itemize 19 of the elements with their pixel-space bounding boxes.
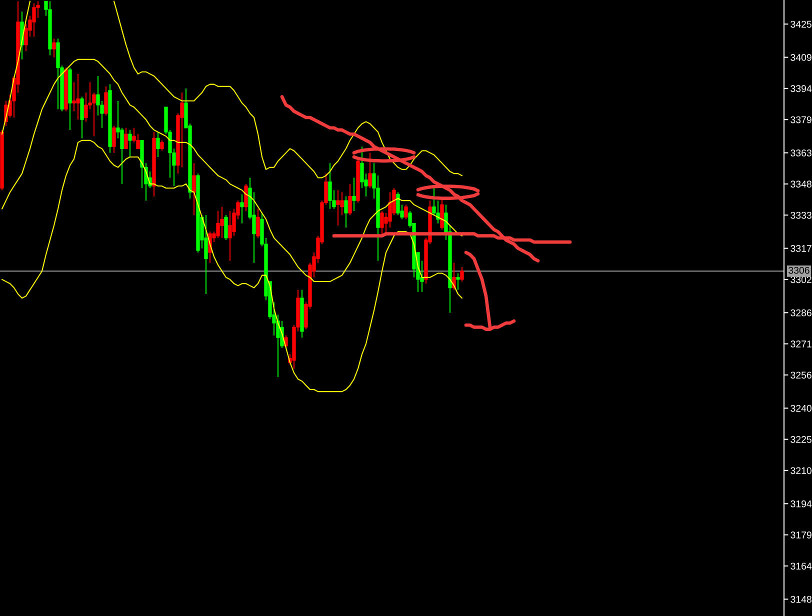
y-tick-label: 3379 — [790, 116, 812, 124]
y-tick-label: 3271 — [790, 340, 812, 348]
y-tick-label: 3286 — [790, 309, 812, 316]
y-tick-label: 3333 — [790, 212, 812, 219]
y-tick-label: 3194 — [790, 500, 812, 508]
y-tick-label: 3164 — [790, 562, 812, 570]
y-tick-label: 3317 — [790, 245, 812, 252]
y-tick-label: 3409 — [790, 54, 812, 61]
y-tick-label: 3348 — [790, 180, 812, 188]
y-tick-label: 3179 — [790, 532, 812, 538]
ref-line-label: 3306 — [788, 266, 810, 274]
y-tick-label: 3240 — [790, 404, 812, 412]
y-tick-label: 3225 — [790, 436, 812, 443]
y-tick-label: 3256 — [790, 372, 812, 379]
y-tick-label: 3363 — [790, 150, 812, 156]
y-tick-label: 3210 — [790, 467, 812, 474]
y-tick-label: 3394 — [790, 85, 812, 92]
y-tick-label: 3148 — [790, 596, 812, 603]
y-tick-label: 3425 — [790, 20, 812, 28]
